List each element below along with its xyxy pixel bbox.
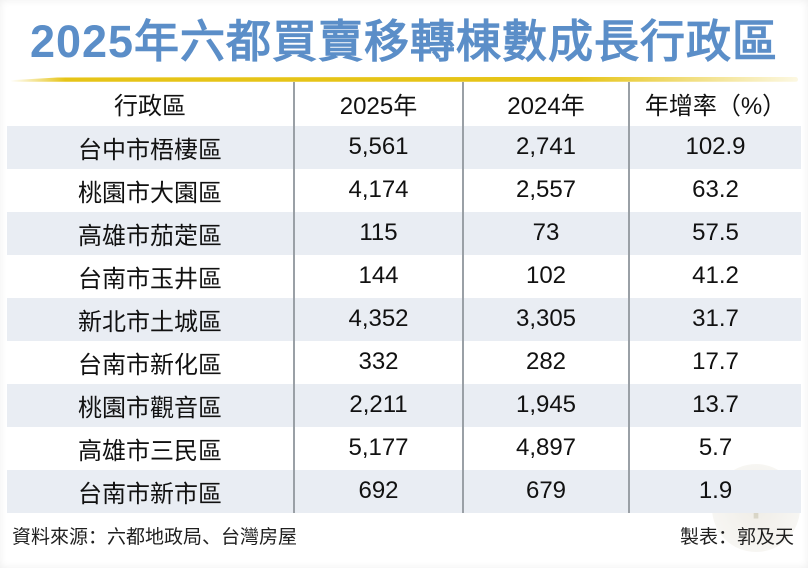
- header-cell-2024: 2024年: [462, 81, 628, 126]
- value-cell: 4,897: [462, 426, 628, 470]
- header-cell-district: 行政區: [114, 93, 186, 121]
- value-cell: 115: [293, 211, 462, 255]
- value-cell: 5,177: [293, 426, 462, 470]
- value-cell: 102.9: [628, 125, 801, 169]
- district-cell: 高雄市三民區: [78, 437, 222, 465]
- source-note: 資料來源：六都地政局、台灣房屋: [12, 526, 298, 548]
- value-cell: 73: [462, 211, 628, 255]
- value-cell: 102: [462, 254, 628, 298]
- table-row: 桃園市觀音區 2,211 1,945 13.7: [7, 383, 801, 427]
- header-cell-growth-rate: 年增率（%）: [628, 81, 801, 126]
- table-row: 台南市新化區 332 282 17.7: [7, 340, 801, 384]
- district-cell: 桃園市觀音區: [78, 394, 222, 422]
- value-cell: 17.7: [628, 340, 801, 384]
- district-cell: 台南市玉井區: [78, 265, 222, 293]
- value-cell: 1.9: [628, 469, 801, 513]
- value-cell: 2,557: [462, 168, 628, 212]
- value-cell: 4,174: [293, 168, 462, 212]
- district-cell: 台南市新市區: [78, 480, 222, 508]
- table-header-row: 行政區 2025年 2024年 年增率（%）: [7, 81, 801, 126]
- district-cell: 高雄市茄萣區: [78, 222, 222, 250]
- district-cell: 台中市梧棲區: [78, 136, 222, 164]
- title-underline: [10, 76, 798, 82]
- value-cell: 63.2: [628, 168, 801, 212]
- footer: 資料來源：六都地政局、台灣房屋 製表：郭及天: [12, 522, 794, 549]
- district-cell: 新北市土城區: [78, 308, 222, 336]
- table-row: 台南市新市區 692 679 1.9: [7, 469, 801, 513]
- table-row: 高雄市三民區 5,177 4,897 5.7: [7, 426, 801, 470]
- page-title: 2025年六都買賣移轉棟數成長行政區: [29, 16, 779, 67]
- value-cell: 3,305: [462, 297, 628, 341]
- value-cell: 332: [293, 340, 462, 384]
- value-cell: 144: [293, 254, 462, 298]
- table-row: 高雄市茄萣區 115 73 57.5: [7, 211, 801, 255]
- header-cell-2025: 2025年: [293, 81, 462, 126]
- table-row: 桃園市大園區 4,174 2,557 63.2: [7, 168, 801, 212]
- district-cell: 台南市新化區: [78, 351, 222, 379]
- value-cell: 282: [462, 340, 628, 384]
- credit-note: 製表：郭及天: [679, 526, 794, 548]
- value-cell: 679: [462, 469, 628, 513]
- table-row: 台中市梧棲區 5,561 2,741 102.9: [7, 125, 801, 169]
- data-table: 行政區 2025年 2024年 年增率（%） 台中市梧棲區 5,561 2,741 1…: [7, 81, 801, 513]
- value-cell: 31.7: [628, 297, 801, 341]
- value-cell: 41.2: [628, 254, 801, 298]
- value-cell: 57.5: [628, 211, 801, 255]
- value-cell: 5.7: [628, 426, 801, 470]
- value-cell: 2,741: [462, 125, 628, 169]
- district-cell: 桃園市大園區: [78, 179, 222, 207]
- value-cell: 1,945: [462, 383, 628, 427]
- table-body: 台中市梧棲區 5,561 2,741 102.9 桃園市大園區 4,174 2,557 63.…: [7, 125, 801, 513]
- table-row: 台南市玉井區 144 102 41.2: [7, 254, 801, 298]
- value-cell: 2,211: [293, 383, 462, 427]
- value-cell: 13.7: [628, 383, 801, 427]
- value-cell: 5,561: [293, 125, 462, 169]
- value-cell: 4,352: [293, 297, 462, 341]
- table-row: 新北市土城區 4,352 3,305 31.7: [7, 297, 801, 341]
- value-cell: 692: [293, 469, 462, 513]
